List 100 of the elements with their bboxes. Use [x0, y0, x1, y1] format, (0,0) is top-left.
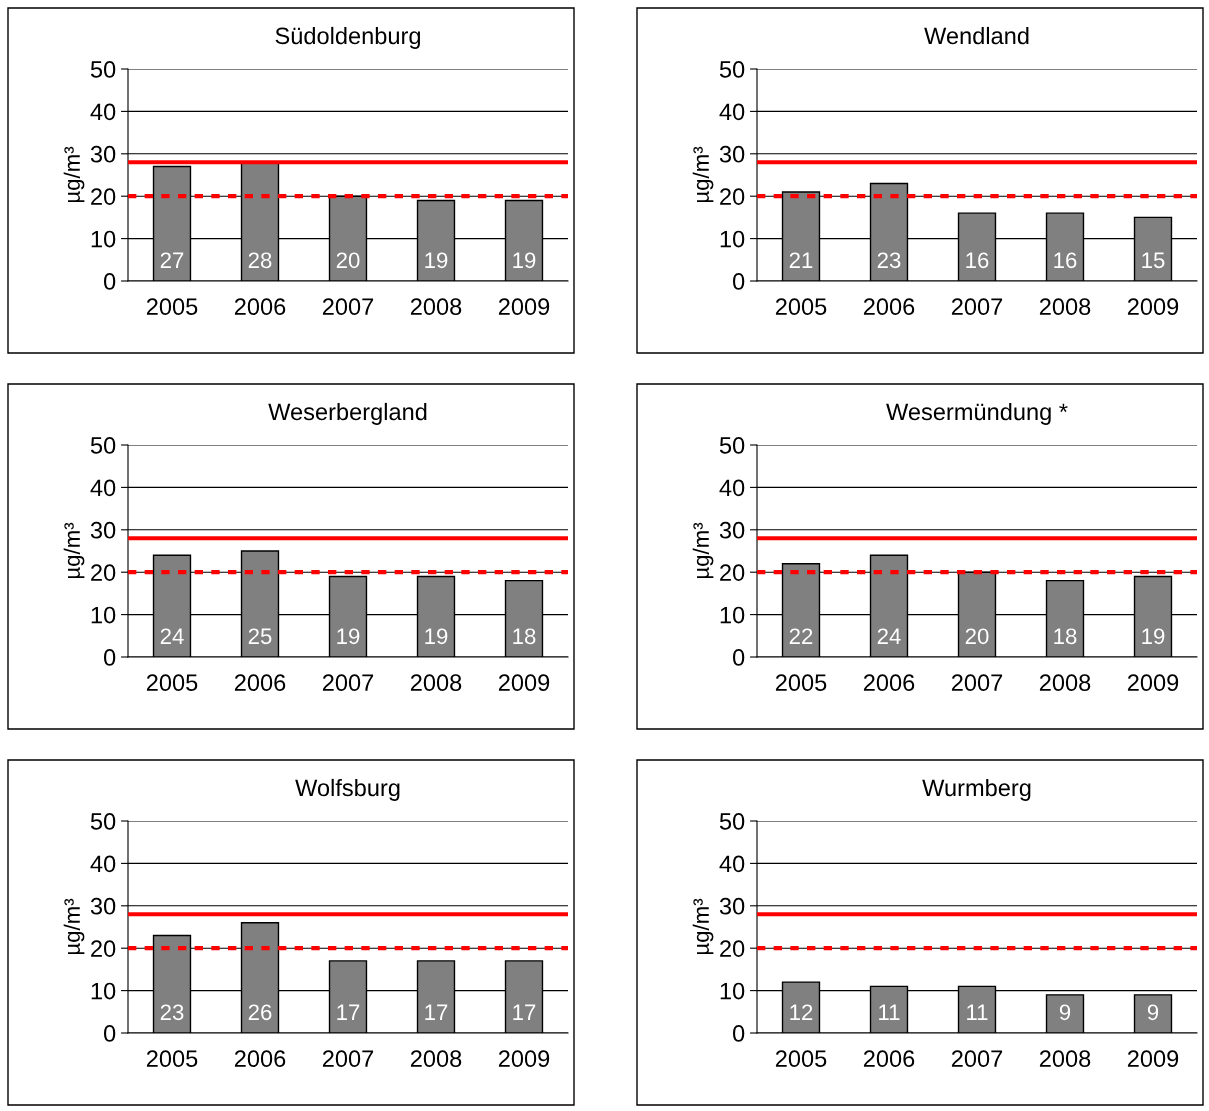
data-label: 20	[965, 628, 989, 645]
y-tick-label: 40	[719, 479, 745, 497]
x-tick-label: 2009	[498, 1050, 550, 1068]
x-tick-label: 2009	[1127, 1050, 1179, 1068]
data-label: 19	[1142, 628, 1165, 645]
y-tick-label: 30	[90, 897, 116, 915]
x-tick-label: 2006	[863, 298, 915, 316]
data-label: 27	[160, 252, 184, 268]
chart-title: Südoldenburg	[275, 26, 420, 49]
y-axis-title: µg/m³	[63, 522, 85, 579]
y-tick-label: 10	[720, 606, 745, 624]
y-tick-label: 30	[719, 521, 745, 539]
y-tick-label: 0	[103, 1025, 116, 1042]
y-tick-label: 40	[90, 103, 116, 121]
y-tick-label: 20	[91, 940, 116, 957]
y-tick-label: 50	[719, 61, 745, 78]
x-tick-label: 2008	[410, 1050, 462, 1068]
x-tick-label: 2005	[146, 674, 198, 692]
y-tick-label: 40	[719, 103, 745, 121]
y-tick-label: 40	[719, 855, 745, 873]
y-tick-label: 50	[90, 61, 116, 78]
y-tick-label: 30	[90, 521, 116, 539]
data-label: 16	[1054, 252, 1077, 269]
x-tick-label: 2007	[322, 298, 374, 316]
y-tick-label: 20	[91, 564, 116, 581]
data-label: 19	[337, 628, 360, 645]
y-tick-label: 30	[90, 145, 116, 163]
y-tick-label: 40	[90, 479, 116, 497]
data-label: 9	[1059, 1004, 1071, 1021]
y-tick-label: 0	[103, 273, 116, 290]
y-tick-label: 50	[719, 813, 745, 830]
data-label: 24	[160, 628, 184, 644]
x-tick-label: 2008	[1039, 298, 1091, 316]
chart-title: Wolfsburg	[295, 778, 400, 801]
data-label: 17	[337, 1004, 360, 1020]
x-tick-label: 2007	[951, 674, 1003, 692]
x-tick-label: 2005	[146, 1050, 198, 1068]
chart-title: Weserbergland	[268, 402, 427, 425]
x-tick-label: 2008	[1039, 674, 1091, 692]
x-tick-label: 2005	[775, 674, 827, 692]
data-label: 19	[513, 252, 536, 269]
y-tick-label: 50	[90, 437, 116, 454]
y-tick-label: 10	[91, 606, 116, 624]
x-tick-label: 2006	[863, 674, 915, 692]
chart-title: Wurmberg	[922, 778, 1031, 801]
x-tick-label: 2006	[863, 1050, 915, 1068]
y-tick-label: 10	[91, 982, 116, 1000]
data-label: 9	[1147, 1004, 1159, 1021]
data-label: 26	[248, 1004, 272, 1021]
y-tick-label: 0	[732, 1025, 745, 1042]
x-tick-label: 2007	[322, 1050, 374, 1068]
y-tick-label: 10	[91, 230, 116, 248]
data-label: 17	[513, 1004, 536, 1020]
x-tick-label: 2006	[234, 674, 286, 692]
x-tick-label: 2009	[1127, 674, 1179, 692]
x-tick-label: 2005	[146, 298, 198, 316]
x-tick-label: 2009	[1127, 298, 1179, 316]
y-axis-title: µg/m³	[692, 146, 714, 203]
y-tick-label: 0	[732, 649, 745, 666]
data-label: 12	[790, 1004, 813, 1020]
x-tick-label: 2008	[1039, 1050, 1091, 1068]
y-tick-label: 10	[720, 230, 745, 248]
y-axis-title: µg/m³	[692, 522, 714, 579]
data-label: 11	[879, 1004, 900, 1020]
data-label: 23	[877, 252, 901, 269]
data-label: 20	[336, 252, 360, 269]
x-tick-label: 2008	[410, 674, 462, 692]
data-label: 22	[789, 628, 813, 644]
x-tick-label: 2006	[234, 298, 286, 316]
chart-title: Wesermündung *	[886, 402, 1068, 425]
data-label: 28	[248, 252, 272, 269]
x-tick-label: 2007	[951, 298, 1003, 316]
y-tick-label: 50	[90, 813, 116, 830]
x-tick-label: 2005	[775, 1050, 827, 1068]
x-tick-label: 2009	[498, 674, 550, 692]
x-tick-label: 2009	[498, 298, 550, 316]
data-label: 16	[966, 252, 989, 269]
data-label: 15	[1142, 252, 1165, 269]
y-tick-label: 0	[103, 649, 116, 666]
data-label: 24	[877, 628, 901, 644]
data-label: 17	[425, 1004, 448, 1020]
x-tick-label: 2005	[775, 298, 827, 316]
y-tick-label: 50	[719, 437, 745, 454]
data-label: 19	[425, 628, 448, 645]
y-tick-label: 20	[720, 564, 745, 581]
data-label: 18	[1054, 628, 1077, 645]
y-tick-label: 20	[720, 188, 745, 205]
data-label: 25	[248, 628, 272, 645]
x-tick-label: 2006	[234, 1050, 286, 1068]
data-label: 19	[425, 252, 448, 269]
x-tick-label: 2007	[322, 674, 374, 692]
x-tick-label: 2007	[951, 1050, 1003, 1068]
data-label: 18	[513, 628, 536, 645]
y-tick-label: 10	[720, 982, 745, 1000]
chart-title: Wendland	[924, 26, 1029, 45]
y-axis-title: µg/m³	[63, 898, 85, 955]
data-label: 21	[789, 252, 813, 268]
y-tick-label: 20	[720, 940, 745, 957]
y-tick-label: 40	[90, 855, 116, 873]
data-label: 23	[160, 1004, 184, 1021]
